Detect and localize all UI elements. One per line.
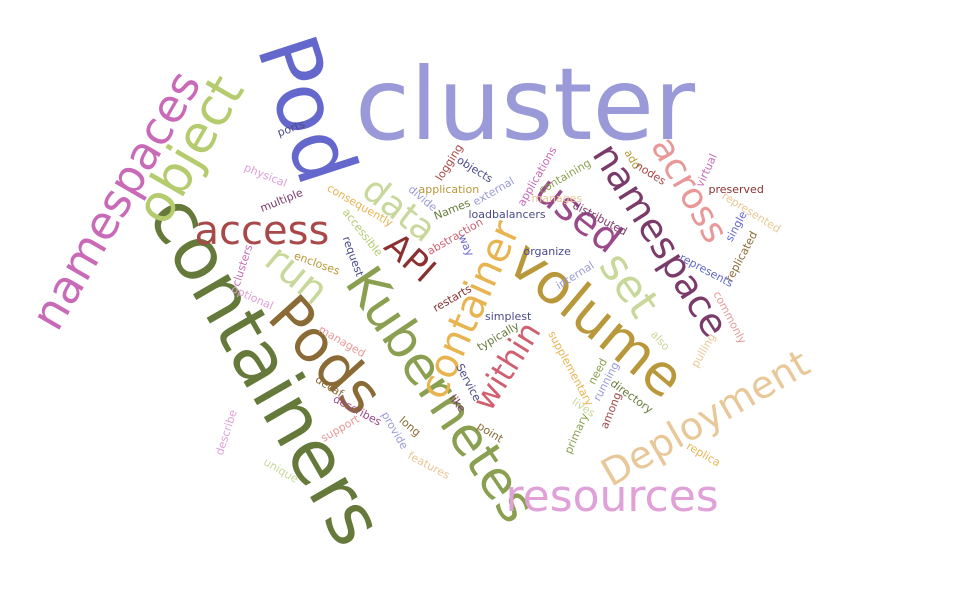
word-application: application [418,182,480,196]
word-loadbalancers: loadbalancers [468,207,546,221]
word-resources: resources [505,471,719,522]
word-way: way [455,232,477,258]
word-primary: primary [561,410,591,456]
word-names: Names [431,195,473,223]
word-pulling: pulling [688,330,718,370]
word-manages: manages [531,191,583,205]
word-organize: organize [523,244,571,258]
word-cluster: cluster [355,46,696,163]
word-describe: describe [212,407,240,457]
word-simplest: simplest [485,309,532,323]
word-preserved: preserved [708,182,764,196]
word-access: access [194,208,330,254]
